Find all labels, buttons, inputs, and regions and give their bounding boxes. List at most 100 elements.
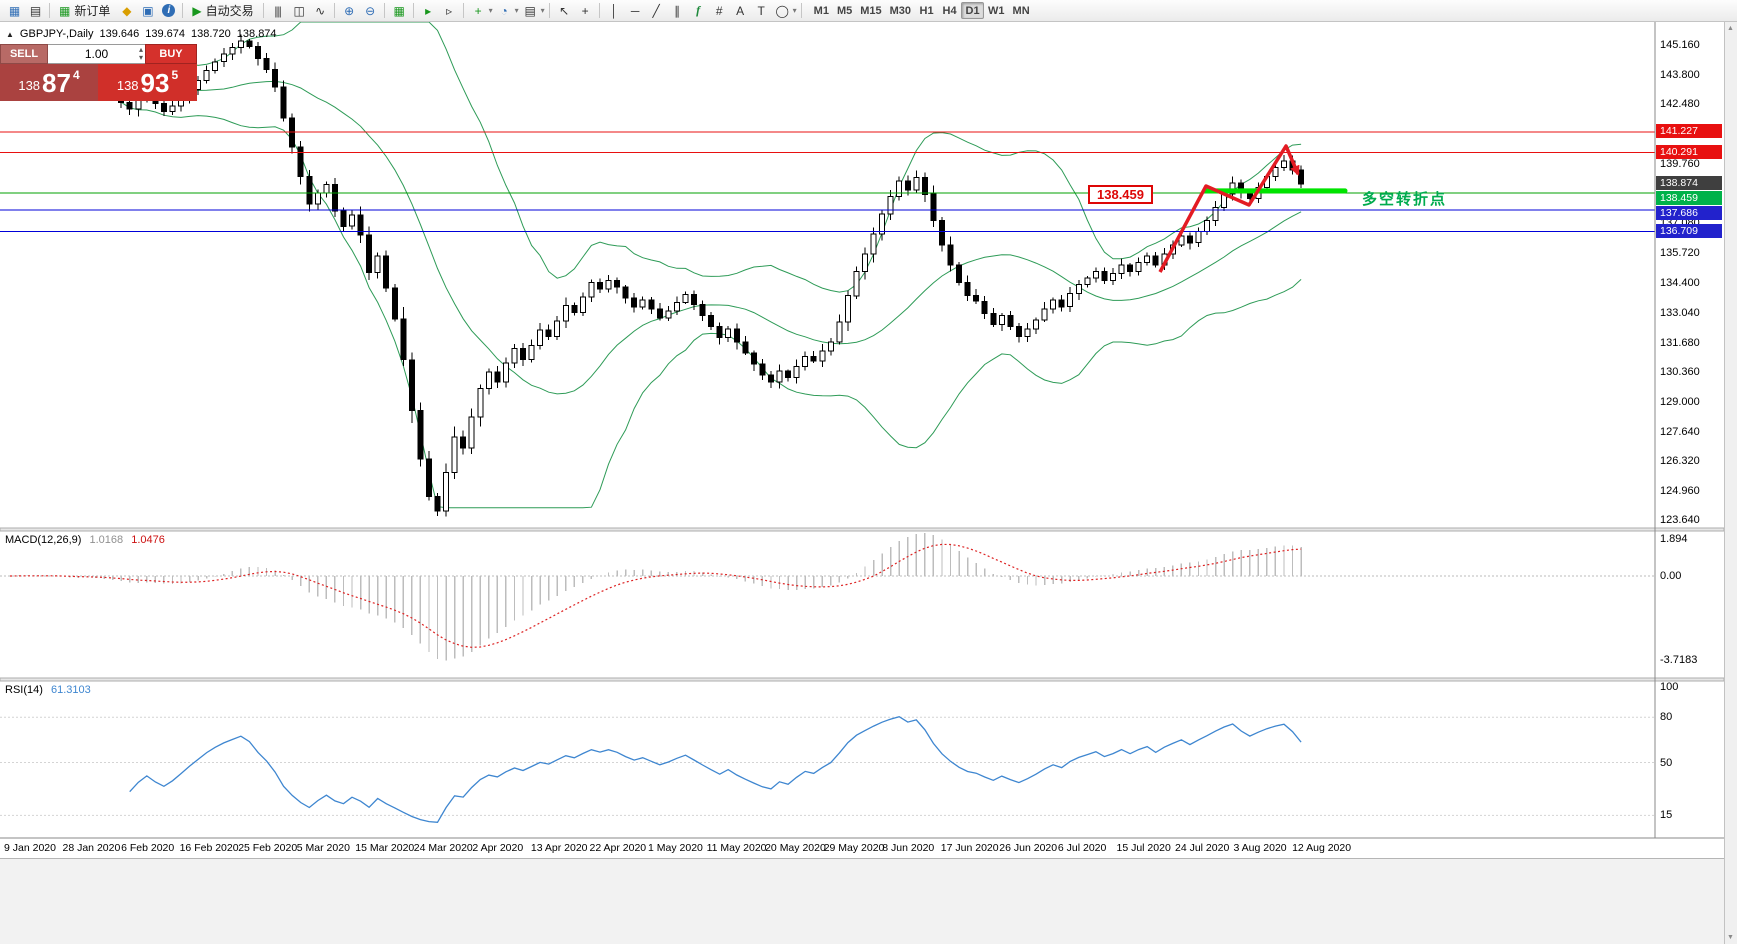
date-label: 25 Feb 2020 — [238, 842, 298, 854]
new-chart-icon[interactable]: ▦ — [8, 3, 20, 18]
toolbar-separator — [383, 3, 385, 18]
scroll-down-icon[interactable]: ▼ — [1727, 934, 1734, 941]
toolbar-separator — [182, 3, 184, 18]
shapes-button[interactable]: ◯ ▾ — [772, 2, 797, 20]
tile-windows-icon[interactable]: ▦ — [393, 3, 404, 18]
date-label: 6 Feb 2020 — [121, 842, 175, 854]
scroll-up-icon[interactable]: ▲ — [1727, 25, 1734, 32]
market-watch-icon[interactable]: ▣ — [142, 3, 153, 18]
vertical-line-icon[interactable]: │ — [610, 3, 618, 18]
axis-label: 124.960 — [1660, 484, 1700, 497]
toolbar-separator — [49, 3, 50, 18]
buy-price-mid: 93 — [140, 67, 170, 98]
ohlc-open: 139.646 — [99, 28, 140, 40]
line-chart-icon[interactable]: ∿ — [315, 3, 325, 18]
autotrading-play-icon: ▶ — [192, 3, 202, 18]
rsi-name: RSI(14) — [5, 684, 43, 696]
zoom-out-icon[interactable]: ⊖ — [365, 3, 375, 18]
date-label: 11 May 2020 — [706, 842, 767, 854]
axis-label: 126.320 — [1660, 454, 1700, 467]
trendline-icon[interactable]: ╱ — [652, 3, 660, 18]
toolbar-separator — [412, 3, 414, 18]
dropdown-icon: ▾ — [792, 6, 797, 15]
price-axis[interactable]: 145.160143.800142.480139.760137.080135.7… — [1655, 22, 1724, 858]
candlestick-chart-icon[interactable]: ◫ — [293, 3, 304, 18]
info-icon[interactable]: i — [158, 2, 178, 20]
timeframe-button-D1[interactable]: D1 — [961, 2, 985, 19]
text-icon[interactable]: A — [736, 3, 744, 18]
profiles-icon[interactable]: ▤ — [29, 3, 41, 18]
axis-label: 127.640 — [1660, 425, 1700, 438]
volume-field[interactable]: 1.00 ▴ ▾ — [48, 44, 145, 64]
vertical-scrollbar[interactable]: ▲ ▼ — [1724, 22, 1737, 944]
cursor-icon[interactable]: ↖ — [559, 3, 569, 18]
axis-label: 1.894 — [1660, 533, 1688, 545]
timeframe-button-M1[interactable]: M1 — [813, 4, 829, 17]
volume-down-icon[interactable]: ▾ — [138, 53, 143, 62]
chart-canvas[interactable] — [0, 22, 1724, 858]
macd-name: MACD(12,26,9) — [5, 534, 82, 546]
buy-price-sup: 5 — [171, 68, 179, 82]
axis-label: 100 — [1660, 681, 1679, 693]
horizontal-line-icon[interactable]: ─ — [630, 3, 640, 18]
timeframe-button-M30[interactable]: M30 — [889, 4, 912, 17]
metaeditor-icon[interactable]: ◆ — [122, 3, 131, 18]
templates-button[interactable]: ▤ ▾ — [520, 2, 545, 20]
price-level-badge: 141.227 — [1656, 124, 1722, 139]
periods-button[interactable]: ◔ ▾ — [494, 2, 519, 20]
price-level-badge: 137.686 — [1656, 206, 1722, 221]
oct-collapse-icon[interactable]: ▲ — [6, 29, 14, 39]
date-label: 17 Jun 2020 — [940, 842, 999, 854]
candlestick-series — [7, 34, 1305, 517]
time-axis[interactable]: 9 Jan 2020 28 Jan 2020 6 Feb 2020 16 Feb 20… — [0, 839, 1724, 858]
axis-label: -3.7183 — [1660, 654, 1698, 667]
volume-up-icon[interactable]: ▴ — [138, 45, 143, 54]
date-label: 24 Jul 2020 — [1175, 842, 1230, 854]
fibonacci-icon[interactable]: f — [696, 3, 700, 17]
gann-grid-icon[interactable]: # — [715, 3, 723, 18]
channel-icon[interactable]: ∥ — [674, 3, 680, 18]
rsi-value: 61.3103 — [50, 684, 91, 696]
autotrading-button[interactable]: ▶ 自动交易 — [187, 2, 258, 20]
timeframe-button-MN[interactable]: MN — [1012, 4, 1030, 17]
timeframe-button-M5[interactable]: M5 — [836, 4, 853, 17]
chart-shift-icon[interactable]: ▹ — [446, 3, 452, 18]
add-indicator-icon: + — [474, 3, 482, 18]
axis-label: 145.160 — [1660, 39, 1700, 51]
buy-button[interactable]: BUY — [145, 44, 197, 64]
toolbar-separator — [548, 3, 550, 18]
sell-price-panel[interactable]: 138 87 4 — [0, 64, 98, 101]
trend-arrow[interactable] — [1158, 144, 1300, 273]
text-label-icon[interactable]: T — [757, 3, 764, 18]
date-label: 20 May 2020 — [765, 842, 826, 854]
new-order-label: 新订单 — [74, 4, 111, 18]
axis-label: 130.360 — [1660, 365, 1700, 378]
price-level-badge: 140.291 — [1656, 145, 1722, 159]
macd-indicator-label: MACD(12,26,9) 1.0168 1.0476 — [5, 534, 165, 546]
turning-point-label[interactable]: 多空转折点 — [1362, 191, 1448, 208]
zoom-in-icon[interactable]: ⊕ — [344, 3, 354, 18]
buy-price-panel[interactable]: 138 93 5 — [98, 64, 197, 101]
macd-panel — [0, 533, 1655, 661]
price-level-badge: 138.874 — [1656, 176, 1722, 191]
main-toolbar: ▦ ▤ ▦ 新订单 ◆ ▣ i ▶ 自动交易 ||| ◫ ∿ ⊕ ⊖ ▦ ▸ ▹… — [0, 0, 1737, 22]
indicators-button[interactable]: + ▾ — [468, 2, 493, 20]
axis-label: 139.760 — [1660, 158, 1700, 171]
horizontal-level-lines[interactable] — [0, 131, 1655, 232]
new-order-button[interactable]: ▦ 新订单 — [54, 2, 115, 20]
bar-chart-icon[interactable]: ||| — [274, 3, 281, 18]
timeframe-button-H4[interactable]: H4 — [942, 4, 957, 17]
template-icon: ▤ — [524, 3, 535, 18]
symbol-title: GBPJPY-,Daily — [19, 28, 94, 40]
price-annotation-box[interactable]: 138.459 — [1088, 185, 1153, 204]
timeframe-button-W1[interactable]: W1 — [988, 4, 1005, 17]
timeframe-button-M15[interactable]: M15 — [860, 4, 882, 17]
dropdown-icon: ▾ — [540, 6, 545, 15]
sell-button[interactable]: SELL — [0, 44, 48, 64]
timeframe-toolbar: M1 M5 M15 M30 H1 H4 D1 W1 MN — [810, 2, 1034, 19]
date-label: 1 May 2020 — [648, 842, 703, 854]
auto-scroll-icon[interactable]: ▸ — [425, 3, 431, 18]
date-label: 5 Mar 2020 — [296, 842, 350, 854]
timeframe-button-H1[interactable]: H1 — [919, 4, 934, 17]
crosshair-icon[interactable]: + — [581, 3, 589, 18]
